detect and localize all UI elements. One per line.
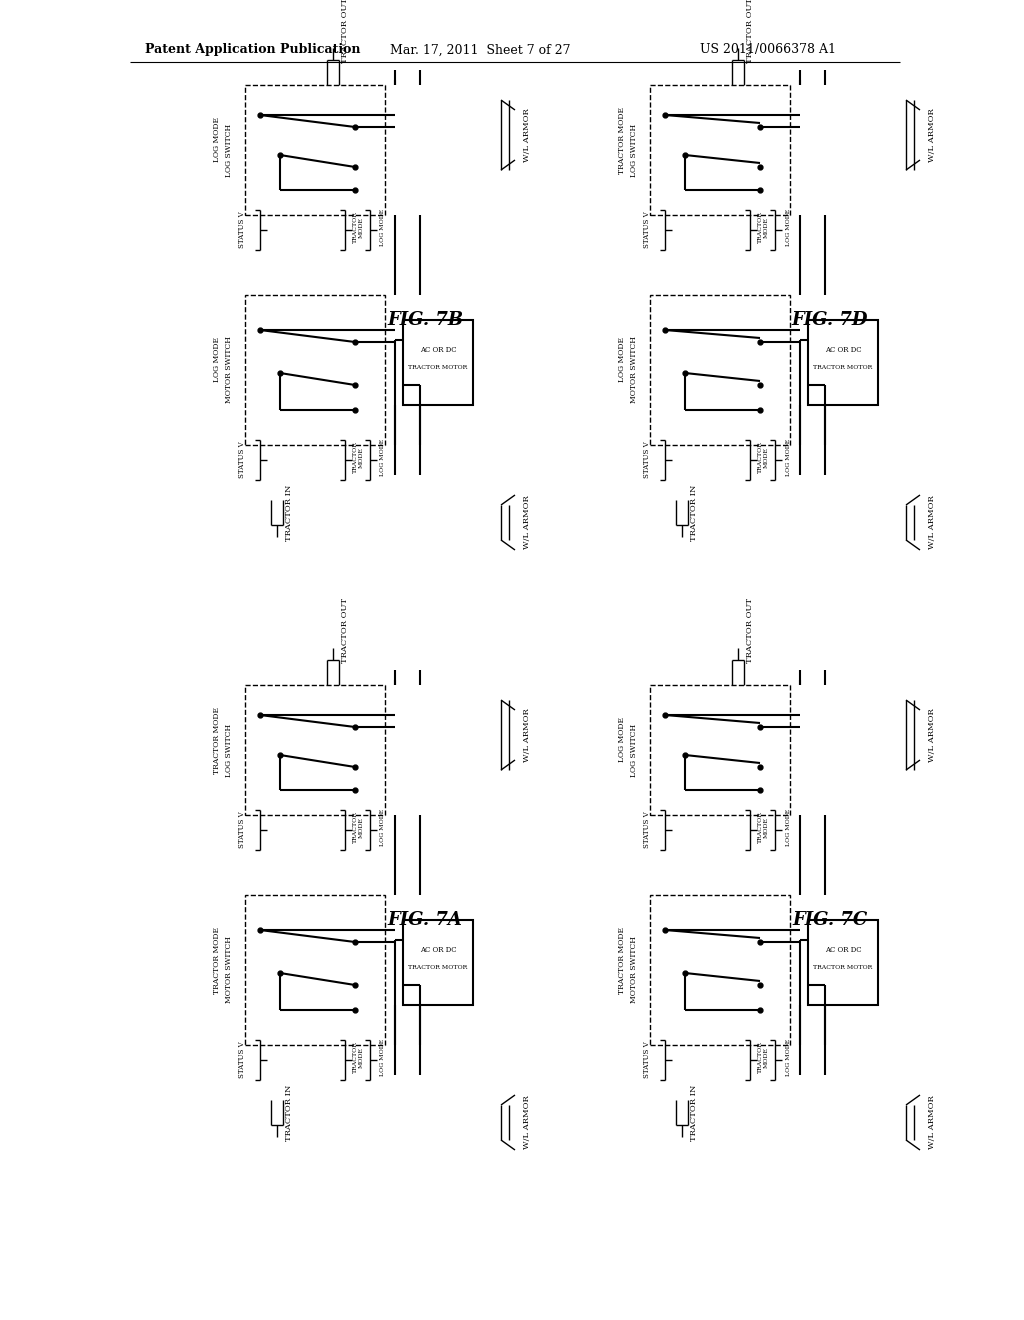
Text: W/L ARMOR: W/L ARMOR xyxy=(523,108,531,162)
Bar xyxy=(650,685,790,814)
Bar xyxy=(808,920,878,1005)
Bar xyxy=(245,294,385,445)
Text: MOTOR SWITCH: MOTOR SWITCH xyxy=(630,937,638,1003)
Text: FIG. 7A: FIG. 7A xyxy=(387,911,463,929)
Text: LOG MODE: LOG MODE xyxy=(785,1039,791,1076)
Bar xyxy=(403,920,473,1005)
Text: STATUS V: STATUS V xyxy=(238,442,246,478)
Text: LOG MODE: LOG MODE xyxy=(785,209,791,246)
Bar xyxy=(650,84,790,215)
Text: W/L ARMOR: W/L ARMOR xyxy=(523,495,531,549)
Bar xyxy=(245,84,385,215)
Text: LOG SWITCH: LOG SWITCH xyxy=(630,723,638,776)
Text: TRACTOR OUT: TRACTOR OUT xyxy=(341,0,349,63)
Text: TRACTOR
MODE: TRACTOR MODE xyxy=(352,810,364,843)
Text: FIG. 7B: FIG. 7B xyxy=(387,312,463,329)
Text: TRACTOR MODE: TRACTOR MODE xyxy=(213,927,221,994)
Text: TRACTOR
MODE: TRACTOR MODE xyxy=(758,211,768,243)
Text: TRACTOR MOTOR: TRACTOR MOTOR xyxy=(409,366,468,370)
Text: TRACTOR
MODE: TRACTOR MODE xyxy=(758,1041,768,1073)
Text: FIG. 7D: FIG. 7D xyxy=(792,312,868,329)
Text: LOG SWITCH: LOG SWITCH xyxy=(225,723,233,776)
Text: STATUS V: STATUS V xyxy=(643,442,651,478)
Text: TRACTOR MODE: TRACTOR MODE xyxy=(618,927,626,994)
Text: AC OR DC: AC OR DC xyxy=(420,946,457,954)
Bar xyxy=(245,685,385,814)
Text: LOG MODE: LOG MODE xyxy=(785,438,791,475)
Text: W/L ARMOR: W/L ARMOR xyxy=(928,708,936,762)
Text: LOG MODE: LOG MODE xyxy=(381,438,385,475)
Text: LOG MODE: LOG MODE xyxy=(618,718,626,763)
Text: TRACTOR IN: TRACTOR IN xyxy=(285,484,293,541)
Text: TRACTOR
MODE: TRACTOR MODE xyxy=(352,1041,364,1073)
Text: TRACTOR
MODE: TRACTOR MODE xyxy=(352,441,364,473)
Text: TRACTOR MOTOR: TRACTOR MOTOR xyxy=(409,965,468,970)
Text: W/L ARMOR: W/L ARMOR xyxy=(928,495,936,549)
Text: TRACTOR
MODE: TRACTOR MODE xyxy=(758,810,768,843)
Text: AC OR DC: AC OR DC xyxy=(420,346,457,355)
Text: TRACTOR
MODE: TRACTOR MODE xyxy=(758,441,768,473)
Text: TRACTOR IN: TRACTOR IN xyxy=(285,1085,293,1142)
Bar xyxy=(403,319,473,405)
Text: LOG MODE: LOG MODE xyxy=(381,209,385,246)
Text: TRACTOR MOTOR: TRACTOR MOTOR xyxy=(813,965,872,970)
Text: W/L ARMOR: W/L ARMOR xyxy=(928,1096,936,1150)
Text: W/L ARMOR: W/L ARMOR xyxy=(523,708,531,762)
Text: W/L ARMOR: W/L ARMOR xyxy=(523,1096,531,1150)
Bar xyxy=(650,895,790,1045)
Text: TRACTOR OUT: TRACTOR OUT xyxy=(746,598,754,663)
Bar xyxy=(650,294,790,445)
Text: STATUS V: STATUS V xyxy=(238,1041,246,1078)
Text: LOG SWITCH: LOG SWITCH xyxy=(225,124,233,177)
Text: AC OR DC: AC OR DC xyxy=(824,946,861,954)
Text: Mar. 17, 2011  Sheet 7 of 27: Mar. 17, 2011 Sheet 7 of 27 xyxy=(390,44,570,57)
Bar xyxy=(245,895,385,1045)
Text: LOG MODE: LOG MODE xyxy=(785,808,791,846)
Text: STATUS V: STATUS V xyxy=(643,1041,651,1078)
Text: TRACTOR MODE: TRACTOR MODE xyxy=(213,706,221,774)
Text: LOG MODE: LOG MODE xyxy=(213,338,221,383)
Text: MOTOR SWITCH: MOTOR SWITCH xyxy=(225,337,233,404)
Text: TRACTOR MOTOR: TRACTOR MOTOR xyxy=(813,366,872,370)
Text: STATUS V: STATUS V xyxy=(643,211,651,248)
Text: TRACTOR
MODE: TRACTOR MODE xyxy=(352,211,364,243)
Text: STATUS V: STATUS V xyxy=(238,812,246,849)
Text: STATUS V: STATUS V xyxy=(643,812,651,849)
Text: LOG SWITCH: LOG SWITCH xyxy=(630,124,638,177)
Text: LOG MODE: LOG MODE xyxy=(618,338,626,383)
Text: Patent Application Publication: Patent Application Publication xyxy=(145,44,360,57)
Text: MOTOR SWITCH: MOTOR SWITCH xyxy=(630,337,638,404)
Text: AC OR DC: AC OR DC xyxy=(824,346,861,355)
Text: TRACTOR OUT: TRACTOR OUT xyxy=(341,598,349,663)
Text: W/L ARMOR: W/L ARMOR xyxy=(928,108,936,162)
Text: FIG. 7C: FIG. 7C xyxy=(793,911,867,929)
Text: LOG MODE: LOG MODE xyxy=(381,808,385,846)
Text: TRACTOR OUT: TRACTOR OUT xyxy=(746,0,754,63)
Text: MOTOR SWITCH: MOTOR SWITCH xyxy=(225,937,233,1003)
Text: TRACTOR IN: TRACTOR IN xyxy=(690,484,698,541)
Text: US 2011/0066378 A1: US 2011/0066378 A1 xyxy=(700,44,836,57)
Text: STATUS V: STATUS V xyxy=(238,211,246,248)
Text: LOG MODE: LOG MODE xyxy=(381,1039,385,1076)
Text: TRACTOR IN: TRACTOR IN xyxy=(690,1085,698,1142)
Text: TRACTOR MODE: TRACTOR MODE xyxy=(618,107,626,173)
Bar xyxy=(808,319,878,405)
Text: LOG MODE: LOG MODE xyxy=(213,117,221,162)
